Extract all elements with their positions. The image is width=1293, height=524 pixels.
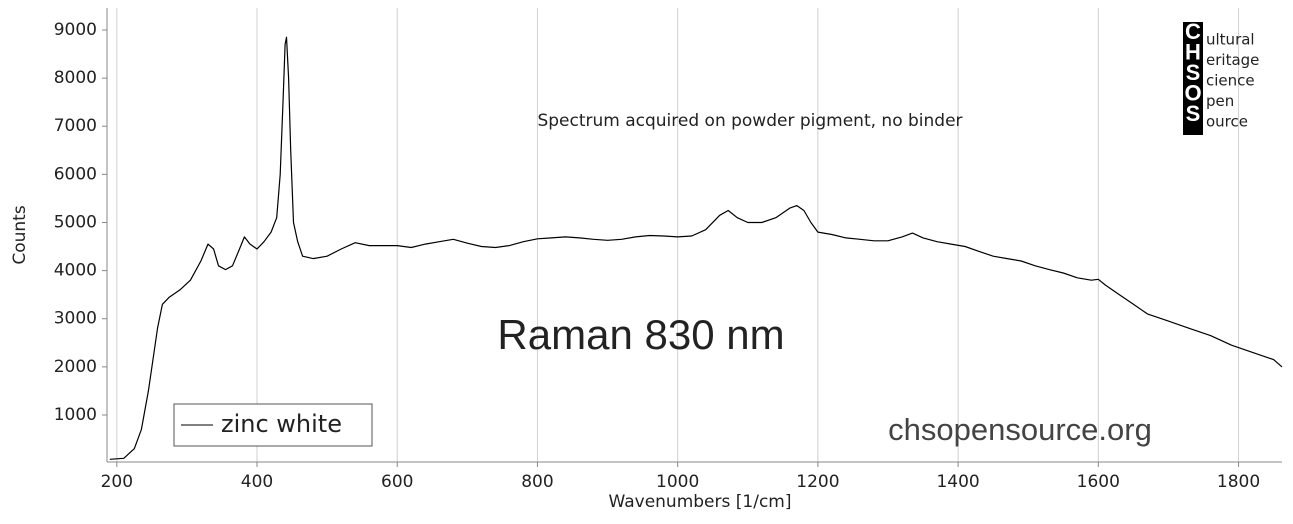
y-tick-label: 9000 [54, 20, 97, 40]
y-tick-label: 8000 [54, 68, 97, 88]
logo-letter: O [1184, 80, 1201, 105]
x-tick-label: 1800 [1217, 472, 1260, 492]
legend-label: zinc white [221, 410, 342, 438]
logo-letter: C [1185, 19, 1201, 44]
y-tick-label: 2000 [54, 357, 97, 377]
y-tick-label: 1000 [54, 405, 97, 425]
x-tick-label: 400 [241, 472, 273, 492]
x-tick-label: 200 [101, 472, 133, 492]
logo-letter: S [1186, 101, 1201, 126]
x-tick-label: 800 [521, 472, 553, 492]
x-tick-label: 1000 [656, 472, 699, 492]
y-tick-label: 3000 [54, 309, 97, 329]
logo-word: cience [1206, 72, 1255, 90]
x-tick-label: 1200 [796, 472, 839, 492]
logo-letter: H [1185, 39, 1201, 64]
logo-word: ultural [1206, 31, 1255, 49]
x-axis-label: Wavenumbers [1/cm] [609, 492, 792, 512]
x-tick-label: 600 [381, 472, 413, 492]
y-tick-label: 5000 [54, 212, 97, 232]
spectrum-line [109, 36, 1283, 460]
logo-letter: S [1186, 60, 1201, 85]
x-tick-label: 1400 [936, 472, 979, 492]
y-tick-label: 4000 [54, 261, 97, 281]
logo-word: pen [1206, 92, 1234, 110]
x-tick-label: 1600 [1077, 472, 1120, 492]
logo-word: ource [1206, 113, 1248, 131]
logo-bar [1183, 22, 1203, 135]
y-tick-label: 6000 [54, 164, 97, 184]
annotation: chsopensource.org [888, 412, 1152, 447]
logo-word: eritage [1206, 51, 1259, 69]
y-tick-label: 7000 [54, 116, 97, 136]
annotation: Raman 830 nm [497, 311, 784, 358]
y-axis-label: Counts [10, 205, 30, 264]
annotation: Spectrum acquired on powder pigment, no … [537, 111, 962, 131]
